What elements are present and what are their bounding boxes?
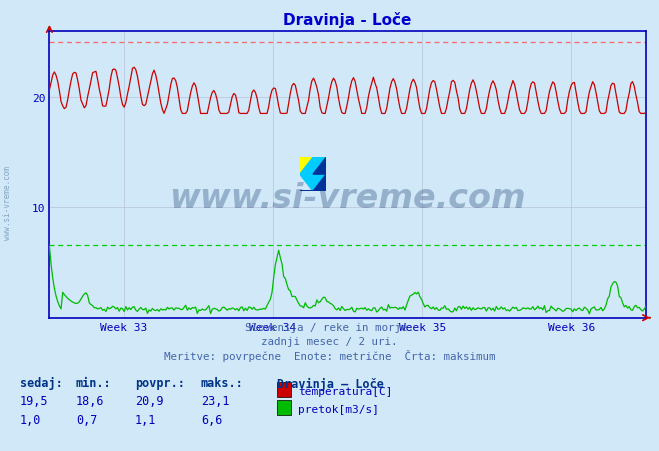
Text: www.si-vreme.com: www.si-vreme.com: [169, 181, 526, 214]
Text: 23,1: 23,1: [201, 395, 229, 408]
Polygon shape: [300, 175, 326, 192]
Text: min.:: min.:: [76, 377, 111, 390]
Text: 19,5: 19,5: [20, 395, 48, 408]
Text: Meritve: povrpečne  Enote: metrične  Črta: maksimum: Meritve: povrpečne Enote: metrične Črta:…: [163, 350, 496, 362]
Text: 20,9: 20,9: [135, 395, 163, 408]
Text: Slovenija / reke in morje.: Slovenija / reke in morje.: [245, 322, 414, 332]
Text: pretok[m3/s]: pretok[m3/s]: [298, 404, 379, 414]
Text: maks.:: maks.:: [201, 377, 244, 390]
Text: 1,0: 1,0: [20, 413, 41, 426]
Text: povpr.:: povpr.:: [135, 377, 185, 390]
Text: www.si-vreme.com: www.si-vreme.com: [3, 166, 13, 240]
Text: Dravinja – Loče: Dravinja – Loče: [277, 377, 384, 390]
Polygon shape: [300, 158, 313, 175]
Text: 18,6: 18,6: [76, 395, 104, 408]
Text: temperatura[C]: temperatura[C]: [298, 386, 392, 396]
Text: 1,1: 1,1: [135, 413, 156, 426]
Title: Dravinja - Loče: Dravinja - Loče: [283, 12, 412, 28]
Text: 0,7: 0,7: [76, 413, 97, 426]
Text: zadnji mesec / 2 uri.: zadnji mesec / 2 uri.: [261, 336, 398, 346]
Polygon shape: [313, 158, 326, 175]
Text: sedaj:: sedaj:: [20, 377, 63, 390]
Polygon shape: [300, 158, 326, 192]
Text: 6,6: 6,6: [201, 413, 222, 426]
